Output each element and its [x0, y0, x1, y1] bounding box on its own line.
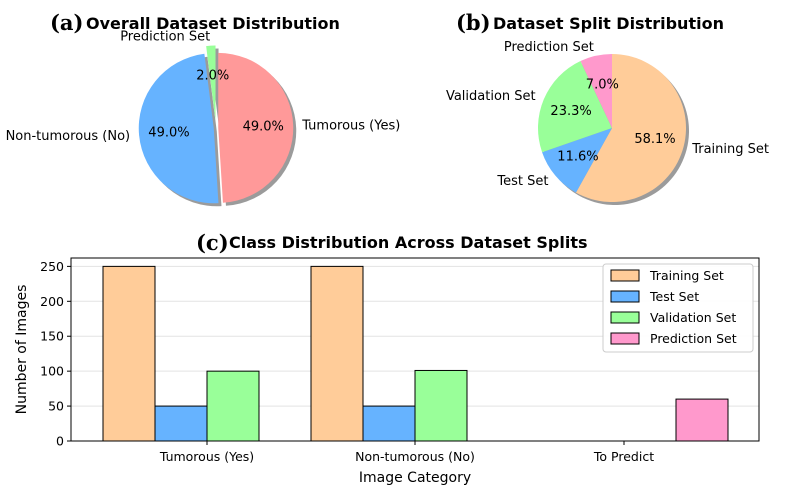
pie-pct-training-set: 58.1%	[634, 132, 675, 147]
panel-c-title: (c) Class Distribution Across Dataset Sp…	[196, 230, 587, 255]
y-tick-label: 150	[40, 329, 64, 344]
bar-training-set-non-tumorous-no	[310, 265, 364, 442]
panel-b-letter: (b)	[456, 10, 491, 35]
y-tick-label: 250	[40, 259, 64, 274]
pie-slice-validation-set	[537, 61, 612, 153]
legend-box	[602, 263, 754, 353]
pie-slice-tumorous-yes	[218, 52, 294, 203]
bar-prediction-set-to-predict	[675, 398, 729, 442]
pie-label-prediction-set: Prediction Set	[120, 30, 210, 45]
pie-slice-test-set	[542, 128, 612, 193]
bar-validation-set-tumorous-yes	[206, 370, 260, 442]
pie-slice-prediction-set	[206, 45, 216, 121]
legend-swatch-validation-set	[610, 311, 640, 324]
x-tick-label: Tumorous (Yes)	[159, 449, 254, 464]
x-axis-label: Image Category	[359, 470, 471, 486]
x-tick-label: Non-tumorous (No)	[355, 449, 475, 464]
bar-validation-set-non-tumorous-no	[414, 369, 468, 442]
y-tick-label: 100	[40, 364, 64, 379]
panel-c-letter: (c)	[196, 230, 229, 255]
pie-chart-b: Training Set 58.1% Test Set 11.6% Validation…	[446, 40, 769, 205]
legend: Training Set Test Set Validation Set Predic…	[602, 263, 754, 353]
legend-label-validation-set: Validation Set	[650, 310, 736, 325]
legend-label-prediction-set: Prediction Set	[650, 331, 737, 346]
legend-swatch-test-set	[610, 290, 640, 303]
pie-pct-prediction-set: 2.0%	[196, 69, 229, 84]
bar-test-set-tumorous-yes	[154, 405, 208, 442]
panel-b-title-text: Dataset Split Distribution	[493, 14, 724, 33]
panel-a-title-text: Overall Dataset Distribution	[86, 14, 340, 33]
panel-b-title: (b) Dataset Split Distribution	[456, 10, 724, 35]
panel-a-title: (a) Overall Dataset Distribution	[50, 10, 340, 35]
pie-slice-prediction-set	[580, 54, 612, 128]
bar-test-set-non-tumorous-no	[362, 405, 416, 442]
pie-label-prediction-set: Prediction Set	[504, 40, 594, 55]
pie-pct-prediction-set: 7.0%	[586, 78, 619, 93]
legend-swatch-prediction-set	[610, 332, 640, 345]
pie-label-validation-set: Validation Set	[446, 89, 536, 104]
pie-label-non-tumorous-no: Non-tumorous (No)	[6, 129, 131, 144]
pie-chart-a: Tumorous (Yes) 49.0% Non-tumorous (No) 49.0…	[6, 30, 400, 207]
bar-chart-c: 0 50 100 150 200 250 Tumorous (Yes) Non-tumorou…	[14, 257, 760, 486]
pie-pct-test-set: 11.6%	[557, 150, 598, 165]
pie-pct-tumorous-yes: 49.0%	[243, 120, 284, 135]
legend-swatch-training-set	[610, 269, 640, 282]
pie-slice-non-tumorous-no	[138, 53, 219, 204]
y-tick-label: 50	[48, 399, 64, 414]
panel-a-letter: (a)	[50, 10, 83, 35]
pie-label-test-set: Test Set	[496, 174, 548, 189]
pie-label-tumorous-yes: Tumorous (Yes)	[301, 118, 400, 133]
bar-training-set-tumorous-yes	[102, 265, 156, 442]
x-tick-label: To Predict	[593, 449, 654, 464]
y-axis-label: Number of Images	[14, 285, 30, 415]
legend-label-training-set: Training Set	[649, 268, 724, 283]
y-tick-label: 200	[40, 294, 64, 309]
pie-pct-validation-set: 23.3%	[550, 104, 591, 119]
panel-c-title-text: Class Distribution Across Dataset Splits	[229, 233, 587, 252]
y-tick-label: 0	[56, 434, 64, 449]
pie-slice-training-set	[575, 54, 687, 203]
pie-pct-non-tumorous-no: 49.0%	[148, 125, 189, 140]
legend-label-test-set: Test Set	[649, 289, 699, 304]
pie-label-training-set: Training Set	[691, 142, 769, 157]
